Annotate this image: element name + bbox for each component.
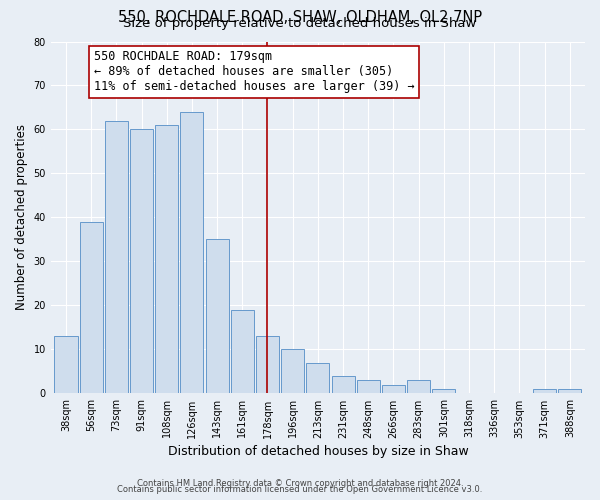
Text: 550, ROCHDALE ROAD, SHAW, OLDHAM, OL2 7NP: 550, ROCHDALE ROAD, SHAW, OLDHAM, OL2 7N… bbox=[118, 10, 482, 25]
Text: Size of property relative to detached houses in Shaw: Size of property relative to detached ho… bbox=[124, 18, 476, 30]
Bar bbox=[533, 389, 556, 394]
Bar bbox=[80, 222, 103, 394]
Bar bbox=[407, 380, 430, 394]
Bar bbox=[130, 130, 153, 394]
Text: Contains public sector information licensed under the Open Government Licence v3: Contains public sector information licen… bbox=[118, 485, 482, 494]
Bar bbox=[558, 389, 581, 394]
X-axis label: Distribution of detached houses by size in Shaw: Distribution of detached houses by size … bbox=[167, 444, 468, 458]
Y-axis label: Number of detached properties: Number of detached properties bbox=[15, 124, 28, 310]
Bar bbox=[231, 310, 254, 394]
Bar bbox=[105, 120, 128, 394]
Text: 550 ROCHDALE ROAD: 179sqm
← 89% of detached houses are smaller (305)
11% of semi: 550 ROCHDALE ROAD: 179sqm ← 89% of detac… bbox=[94, 50, 414, 94]
Bar bbox=[155, 125, 178, 394]
Bar bbox=[181, 112, 203, 394]
Bar bbox=[357, 380, 380, 394]
Bar bbox=[281, 350, 304, 394]
Text: Contains HM Land Registry data © Crown copyright and database right 2024.: Contains HM Land Registry data © Crown c… bbox=[137, 478, 463, 488]
Bar bbox=[256, 336, 279, 394]
Bar bbox=[55, 336, 77, 394]
Bar bbox=[432, 389, 455, 394]
Bar bbox=[307, 362, 329, 394]
Bar bbox=[332, 376, 355, 394]
Bar bbox=[206, 240, 229, 394]
Bar bbox=[382, 384, 405, 394]
